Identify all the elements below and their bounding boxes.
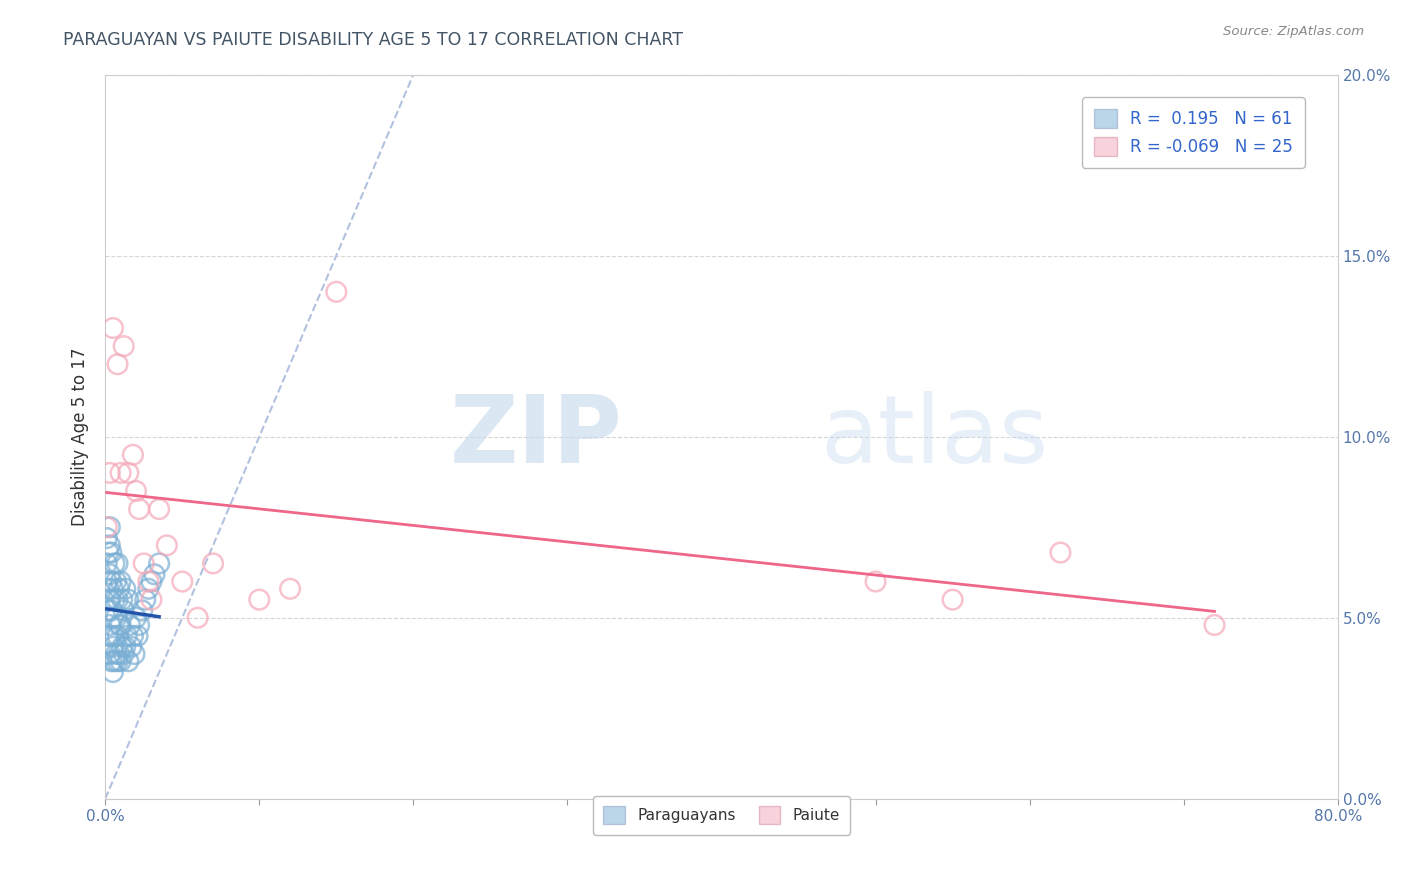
Point	[128, 618, 150, 632]
Point	[132, 557, 155, 571]
Point	[107, 629, 129, 643]
Point	[97, 545, 120, 559]
Point	[141, 592, 163, 607]
Point	[143, 567, 166, 582]
Point	[112, 339, 135, 353]
Point	[125, 483, 148, 498]
Point	[98, 592, 121, 607]
Point	[122, 448, 145, 462]
Point	[148, 557, 170, 571]
Point	[127, 629, 149, 643]
Point	[247, 592, 270, 607]
Point	[111, 640, 134, 654]
Point	[1204, 618, 1226, 632]
Point	[156, 538, 179, 552]
Point	[278, 582, 301, 596]
Point	[96, 574, 118, 589]
Point	[107, 654, 129, 668]
Point	[101, 611, 124, 625]
Point	[101, 321, 124, 335]
Point	[148, 502, 170, 516]
Point	[100, 574, 122, 589]
Text: atlas: atlas	[820, 391, 1049, 483]
Point	[115, 629, 138, 643]
Point	[96, 520, 118, 534]
Point	[138, 574, 160, 589]
Point	[172, 574, 194, 589]
Point	[100, 545, 122, 559]
Point	[96, 531, 118, 545]
Point	[103, 654, 125, 668]
Point	[103, 557, 125, 571]
Point	[98, 466, 121, 480]
Point	[118, 618, 141, 632]
Point	[125, 611, 148, 625]
Point	[202, 557, 225, 571]
Point	[100, 603, 122, 617]
Point	[98, 618, 121, 632]
Point	[112, 647, 135, 661]
Point	[107, 357, 129, 371]
Point	[942, 592, 965, 607]
Point	[105, 647, 128, 661]
Point	[325, 285, 347, 299]
Point	[110, 466, 132, 480]
Point	[105, 611, 128, 625]
Point	[110, 654, 132, 668]
Y-axis label: Disability Age 5 to 17: Disability Age 5 to 17	[72, 347, 89, 526]
Point	[107, 557, 129, 571]
Point	[124, 647, 146, 661]
Point	[101, 640, 124, 654]
Point	[134, 592, 156, 607]
Point	[120, 640, 142, 654]
Point	[96, 557, 118, 571]
Point	[117, 592, 139, 607]
Point	[114, 640, 136, 654]
Point	[100, 629, 122, 643]
Point	[138, 582, 160, 596]
Point	[110, 574, 132, 589]
Point	[112, 603, 135, 617]
Point	[865, 574, 887, 589]
Point	[187, 611, 209, 625]
Point	[111, 592, 134, 607]
Point	[110, 618, 132, 632]
Point	[103, 629, 125, 643]
Point	[101, 665, 124, 679]
Point	[105, 574, 128, 589]
Point	[97, 603, 120, 617]
Point	[100, 654, 122, 668]
Point	[98, 520, 121, 534]
Point	[98, 567, 121, 582]
Point	[108, 582, 131, 596]
Point	[97, 582, 120, 596]
Point	[128, 502, 150, 516]
Point	[98, 538, 121, 552]
Point	[107, 592, 129, 607]
Point	[97, 629, 120, 643]
Point	[108, 647, 131, 661]
Point	[117, 654, 139, 668]
Point	[122, 629, 145, 643]
Point	[117, 466, 139, 480]
Point	[101, 582, 124, 596]
Point	[103, 592, 125, 607]
Point	[1049, 545, 1071, 559]
Point	[98, 647, 121, 661]
Text: PARAGUAYAN VS PAIUTE DISABILITY AGE 5 TO 17 CORRELATION CHART: PARAGUAYAN VS PAIUTE DISABILITY AGE 5 TO…	[63, 31, 683, 49]
Legend: Paraguayans, Paiute: Paraguayans, Paiute	[593, 796, 851, 835]
Point	[114, 582, 136, 596]
Text: ZIP: ZIP	[450, 391, 623, 483]
Point	[141, 574, 163, 589]
Point	[108, 618, 131, 632]
Point	[131, 603, 153, 617]
Text: Source: ZipAtlas.com: Source: ZipAtlas.com	[1223, 25, 1364, 38]
